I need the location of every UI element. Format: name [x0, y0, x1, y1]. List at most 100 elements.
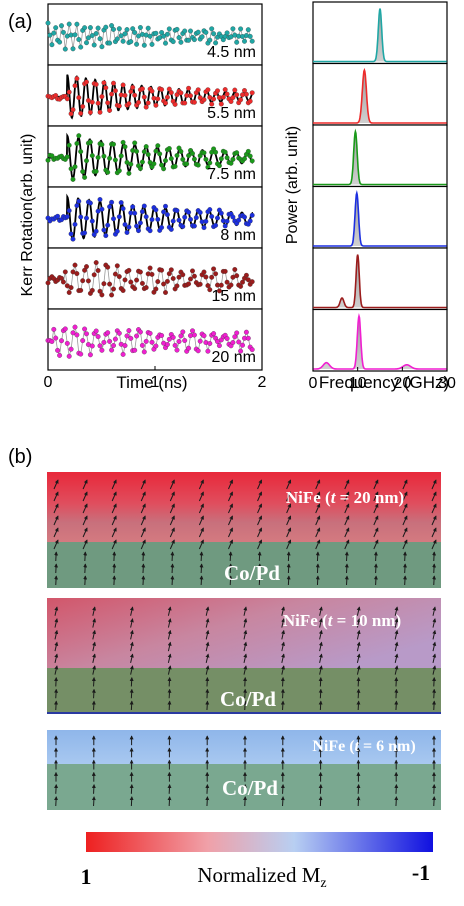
- spectrum-line: [313, 312, 447, 370]
- spin-arrow: [356, 784, 361, 794]
- data-point: [228, 99, 234, 104]
- data-point: [161, 209, 167, 215]
- data-point: [195, 87, 201, 93]
- spin-arrow: [315, 563, 320, 574]
- data-point: [203, 29, 209, 35]
- spin-arrow: [54, 653, 59, 663]
- data-point: [242, 214, 247, 220]
- spin-arrow: [170, 575, 175, 586]
- spin-arrow: [432, 618, 437, 628]
- data-point: [120, 288, 126, 293]
- data-point: [224, 155, 230, 161]
- data-point: [188, 93, 193, 99]
- data-point: [105, 222, 111, 228]
- data-point: [176, 339, 182, 344]
- spin-arrow: [356, 629, 361, 640]
- spin-arrow: [281, 618, 286, 628]
- spin-arrow: [167, 641, 172, 652]
- data-point: [136, 228, 141, 234]
- data-point: [107, 40, 113, 46]
- data-point: [163, 40, 168, 46]
- spin-arrow: [205, 629, 210, 640]
- spin-arrow: [344, 551, 349, 562]
- data-point: [141, 149, 147, 155]
- copd-label: Co/Pd: [220, 687, 276, 711]
- x-tick-label: 0: [44, 374, 53, 391]
- data-point: [51, 30, 57, 36]
- data-point: [234, 330, 240, 336]
- spin-arrow: [243, 796, 248, 807]
- data-point: [157, 151, 163, 157]
- spin-arrow: [432, 700, 437, 711]
- spin-arrow: [112, 551, 117, 562]
- spin-arrow: [394, 784, 399, 794]
- spin-arrow: [82, 491, 88, 502]
- spectrum-frame: [312, 247, 448, 311]
- data-point: [247, 98, 253, 104]
- data-point: [95, 100, 101, 106]
- data-point: [109, 199, 115, 205]
- left-y-axis-label: Kerr Rotation(arb. unit): [19, 134, 36, 297]
- spectrum-line: [313, 8, 447, 63]
- nife-label: NiFe (t = 10 nm): [283, 611, 401, 630]
- data-point: [149, 217, 155, 222]
- spin-arrow: [257, 479, 263, 490]
- data-point: [224, 218, 230, 224]
- spin-arrow: [318, 677, 323, 687]
- data-point: [134, 148, 140, 154]
- data-point: [107, 155, 113, 161]
- data-point: [188, 216, 193, 222]
- data-point: [68, 231, 74, 237]
- spin-arrow: [394, 700, 399, 711]
- data-point: [139, 86, 145, 92]
- data-point: [95, 334, 101, 340]
- trace-label: 8 nm: [220, 227, 256, 244]
- data-point: [166, 26, 172, 32]
- data-point: [143, 214, 149, 220]
- data-point: [93, 168, 99, 174]
- spectrum-panel: [312, 124, 448, 188]
- data-point: [134, 223, 140, 229]
- data-point: [84, 40, 89, 46]
- data-point: [211, 96, 217, 102]
- spin-arrow: [373, 479, 379, 490]
- spin-arrow: [257, 527, 263, 538]
- data-point: [207, 207, 213, 213]
- data-point: [176, 35, 182, 41]
- data-point: [122, 277, 128, 283]
- spin-arrow: [129, 677, 134, 687]
- left-x-ticks: 0 1 2: [44, 366, 267, 391]
- data-point: [195, 29, 201, 35]
- data-point: [130, 84, 136, 90]
- data-point: [155, 143, 161, 149]
- spin-arrow: [54, 784, 59, 794]
- data-point: [128, 335, 134, 341]
- substrate-edge: [47, 712, 441, 714]
- spin-arrow: [286, 551, 291, 562]
- data-point: [216, 288, 222, 294]
- spin-arrow: [205, 641, 210, 652]
- spin-arrow: [344, 563, 349, 574]
- data-point: [209, 101, 215, 107]
- data-point: [143, 104, 149, 110]
- data-point: [153, 207, 159, 213]
- data-point: [193, 215, 199, 221]
- data-point: [64, 340, 70, 346]
- spin-arrow: [199, 575, 204, 586]
- data-point: [120, 206, 126, 212]
- spin-arrow: [286, 575, 291, 586]
- data-point: [122, 144, 128, 150]
- data-point: [76, 37, 82, 42]
- spin-arrow: [82, 479, 88, 490]
- data-point: [143, 144, 149, 150]
- data-point: [228, 282, 234, 288]
- spin-arrow: [431, 539, 437, 550]
- data-point: [126, 267, 132, 273]
- data-point: [211, 266, 217, 272]
- data-point: [170, 334, 176, 340]
- spin-arrow: [431, 491, 437, 502]
- data-point: [224, 279, 230, 285]
- data-point: [78, 287, 84, 293]
- spin-arrow: [141, 575, 146, 586]
- spin-arrow: [112, 563, 117, 574]
